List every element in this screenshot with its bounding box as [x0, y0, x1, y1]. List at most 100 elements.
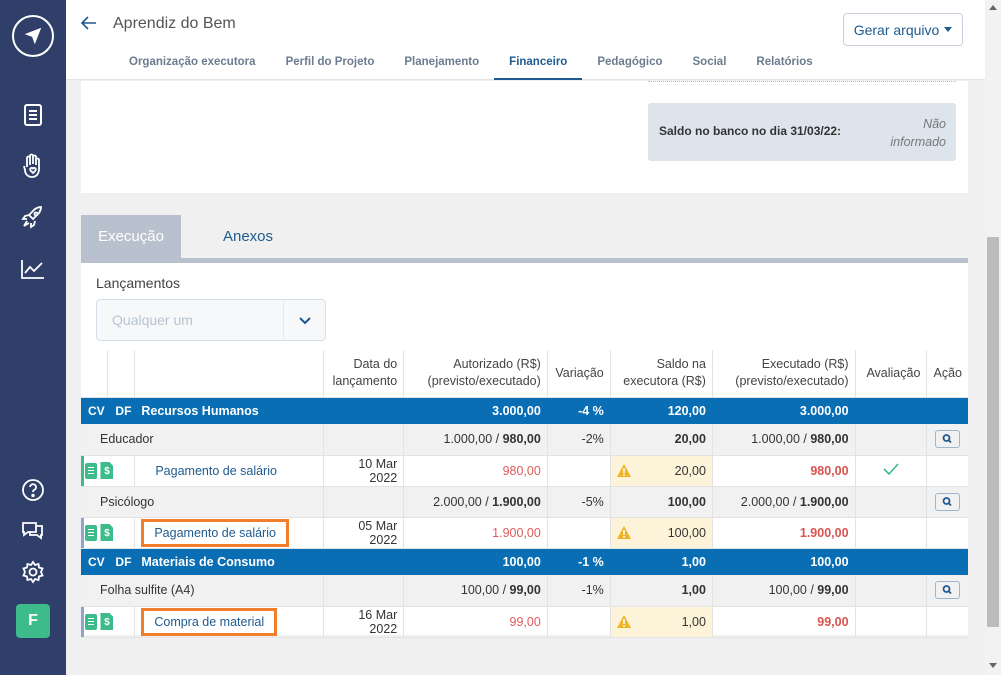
item-row: Educador 1.000,00 / 980,00 -2% 20,00 1.0…	[81, 424, 968, 456]
header-name	[134, 350, 325, 398]
item-action	[926, 575, 968, 607]
avatar[interactable]: F	[16, 604, 50, 638]
item-executed-planned: 100,00 /	[768, 583, 818, 598]
rocket-icon[interactable]	[20, 204, 46, 230]
bank-balance-box: Saldo no banco no dia 31/03/22: Não info…	[648, 103, 956, 161]
item-balance-value: 100,00	[667, 494, 706, 509]
cash-document-icon[interactable]: $	[100, 524, 114, 541]
entry-authorized: 980,00	[403, 455, 548, 487]
category-action	[926, 548, 968, 575]
header-variation: Variação	[547, 350, 611, 398]
select-divider	[283, 300, 284, 340]
warning-icon	[616, 525, 631, 539]
entry-date: 10 Mar 2022	[323, 455, 405, 487]
header-authorized-l1: Autorizado (R$)	[453, 357, 541, 372]
entry-link-highlighted[interactable]: Pagamento de salário	[134, 517, 325, 549]
entry-executed: 980,00	[712, 455, 856, 487]
entry-balance: 20,00	[610, 455, 713, 487]
generate-file-button[interactable]: Gerar arquivo	[843, 13, 963, 46]
item-date	[323, 424, 405, 456]
entry-variation	[547, 455, 611, 487]
category-row: CV DF Materiais de Consumo 100,00 -1 % 1…	[81, 548, 968, 575]
entry-icons: $	[81, 517, 136, 549]
entry-executed: 1.900,00	[712, 517, 856, 549]
scroll-up-arrow-icon[interactable]	[989, 5, 997, 10]
chevron-down-icon[interactable]	[296, 311, 314, 329]
help-icon[interactable]	[20, 477, 46, 503]
search-button[interactable]	[935, 430, 961, 449]
item-date	[323, 575, 405, 607]
chart-icon[interactable]	[20, 256, 46, 282]
header-evaluation: Avaliação	[855, 350, 928, 398]
header-cv	[81, 350, 109, 398]
entry-balance-value: 1,00	[681, 614, 706, 629]
tab-execucao[interactable]: Execução	[81, 215, 181, 258]
back-arrow-icon[interactable]	[80, 14, 98, 32]
item-executed-planned: 1.000,00 /	[751, 432, 811, 447]
gear-icon[interactable]	[20, 559, 46, 585]
warning-icon	[616, 463, 631, 477]
filter-placeholder: Qualquer um	[112, 312, 193, 328]
item-name: Folha sulfite (A4)	[81, 575, 325, 607]
item-executed: 2.000,00 / 1.900,00	[712, 486, 856, 518]
receipt-icon[interactable]	[85, 462, 97, 479]
entry-link-highlighted[interactable]: Compra de material	[134, 606, 325, 638]
bank-balance-value-line2: informado	[890, 135, 946, 149]
cash-document-icon[interactable]: $	[100, 613, 114, 630]
vertical-scrollbar[interactable]	[985, 0, 1001, 675]
tab-pedagogico[interactable]: Pedagógico	[597, 56, 663, 68]
header: Aprendiz do Bem Gerar arquivo Organizaçã…	[66, 0, 985, 80]
entry-link-label[interactable]: Compra de material	[141, 607, 278, 636]
caret-down-icon	[944, 27, 953, 32]
item-name: Educador	[81, 424, 325, 456]
cash-document-icon[interactable]: $	[100, 462, 114, 479]
entry-evaluation	[855, 606, 928, 638]
tab-financeiro[interactable]: Financeiro	[494, 48, 583, 80]
entry-row: $ Compra de material 16 Mar 2022 99,00 1…	[81, 606, 968, 638]
search-button[interactable]	[935, 581, 961, 600]
scroll-thumb[interactable]	[987, 237, 999, 627]
item-name: Psicólogo	[81, 486, 325, 518]
chat-icon[interactable]	[20, 517, 46, 543]
item-action	[926, 486, 968, 518]
page-title: Aprendiz do Bem	[113, 15, 236, 32]
category-date	[323, 397, 405, 424]
tab-organizacao[interactable]: Organização executora	[129, 56, 256, 68]
sidebar: F	[0, 0, 66, 675]
entry-balance: 100,00	[610, 517, 713, 549]
entries-filter-select[interactable]: Qualquer um	[96, 299, 326, 341]
execution-card: Lançamentos Qualquer um Data do lançament…	[81, 263, 968, 638]
hand-heart-icon[interactable]	[20, 153, 46, 179]
search-button[interactable]	[935, 492, 961, 511]
category-name: Materiais de Consumo	[134, 548, 325, 575]
item-authorized-executed: 980,00	[502, 432, 541, 447]
entry-balance-value: 20,00	[674, 463, 706, 478]
category-row: CV DF Recursos Humanos 3.000,00 -4 % 120…	[81, 397, 968, 424]
tab-social[interactable]: Social	[692, 56, 727, 68]
item-executed: 1.000,00 / 980,00	[712, 424, 856, 456]
receipt-icon[interactable]	[85, 613, 97, 630]
category-authorized: 3.000,00	[403, 397, 548, 424]
entry-link[interactable]: Pagamento de salário	[134, 455, 325, 487]
entry-row: $ Pagamento de salário 05 Mar 2022 1.900…	[81, 517, 968, 549]
item-executed-value: 980,00	[810, 432, 849, 447]
receipt-icon[interactable]	[85, 524, 97, 541]
document-icon[interactable]	[20, 102, 46, 128]
logo-icon[interactable]	[12, 15, 54, 57]
tab-perfil[interactable]: Perfil do Projeto	[285, 56, 375, 68]
header-executed: Executado (R$) (previsto/executado)	[712, 350, 856, 398]
item-executed: 100,00 / 99,00	[712, 575, 856, 607]
header-date-l2: lançamento	[332, 374, 398, 389]
tab-relatorios[interactable]: Relatórios	[756, 56, 813, 68]
scroll-down-arrow-icon[interactable]	[989, 663, 997, 668]
section-tabs: Execução Anexos	[81, 215, 968, 263]
header-date-l1: Data do	[353, 357, 398, 372]
generate-file-label: Gerar arquivo	[853, 21, 940, 38]
entry-icons: $	[81, 606, 136, 638]
item-variation: -1%	[547, 575, 611, 607]
tab-anexos[interactable]: Anexos	[222, 228, 274, 245]
tab-planejamento[interactable]: Planejamento	[404, 56, 480, 68]
entry-evaluation	[855, 517, 928, 549]
header-balance: Saldo na executora (R$)	[610, 350, 713, 398]
entry-link-label[interactable]: Pagamento de salário	[141, 518, 289, 547]
